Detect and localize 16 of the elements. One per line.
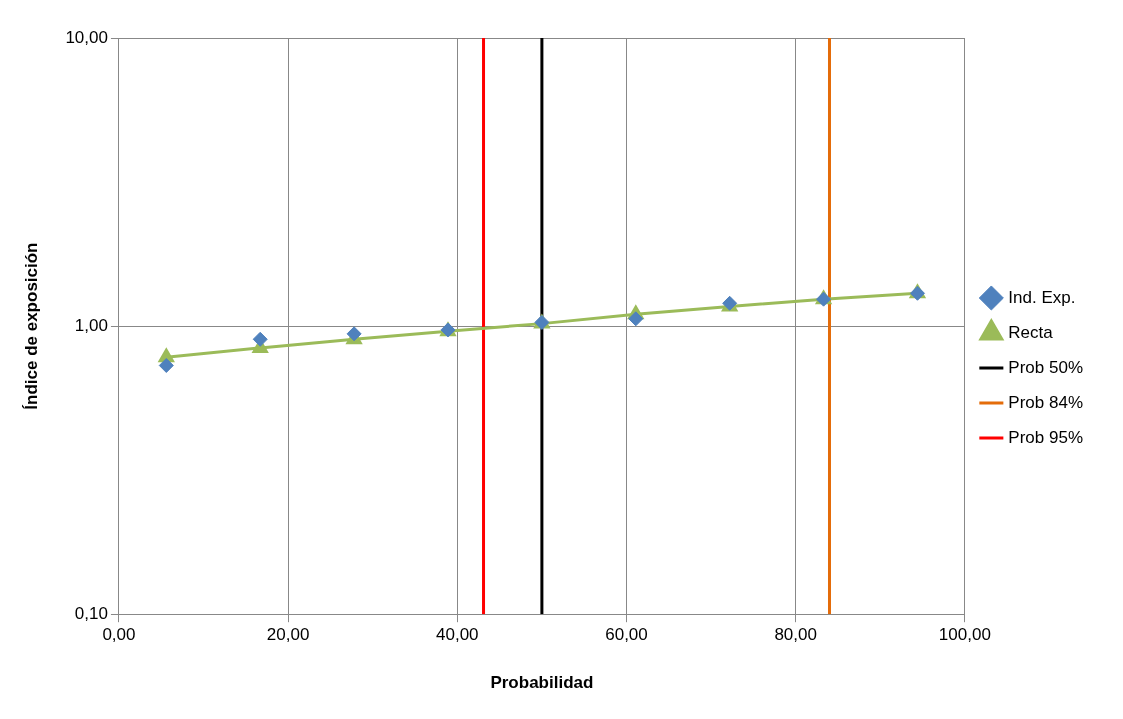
y-tick-label: 1,00 bbox=[74, 315, 108, 335]
x-tick-label: 20,00 bbox=[266, 625, 310, 645]
x-tick-label: 100,00 bbox=[938, 625, 991, 645]
legend-label: Ind. Exp. bbox=[1008, 287, 1076, 307]
x-tick-label: 60,00 bbox=[605, 625, 648, 645]
legend-label: Prob 50% bbox=[1008, 357, 1084, 377]
y-axis-title: Índice de exposición bbox=[21, 242, 41, 410]
legend-label: Prob 95% bbox=[1008, 427, 1084, 447]
legend-label: Prob 84% bbox=[1008, 392, 1084, 412]
y-tick-label: 0,10 bbox=[74, 603, 108, 623]
x-tick-label: 0,00 bbox=[102, 625, 136, 645]
x-tick-label: 40,00 bbox=[436, 625, 479, 645]
legend-label: Recta bbox=[1008, 322, 1054, 342]
y-tick-label: 10,00 bbox=[65, 27, 108, 47]
x-tick-label: 80,00 bbox=[774, 625, 817, 645]
x-axis-title: Probabilidad bbox=[490, 673, 594, 693]
